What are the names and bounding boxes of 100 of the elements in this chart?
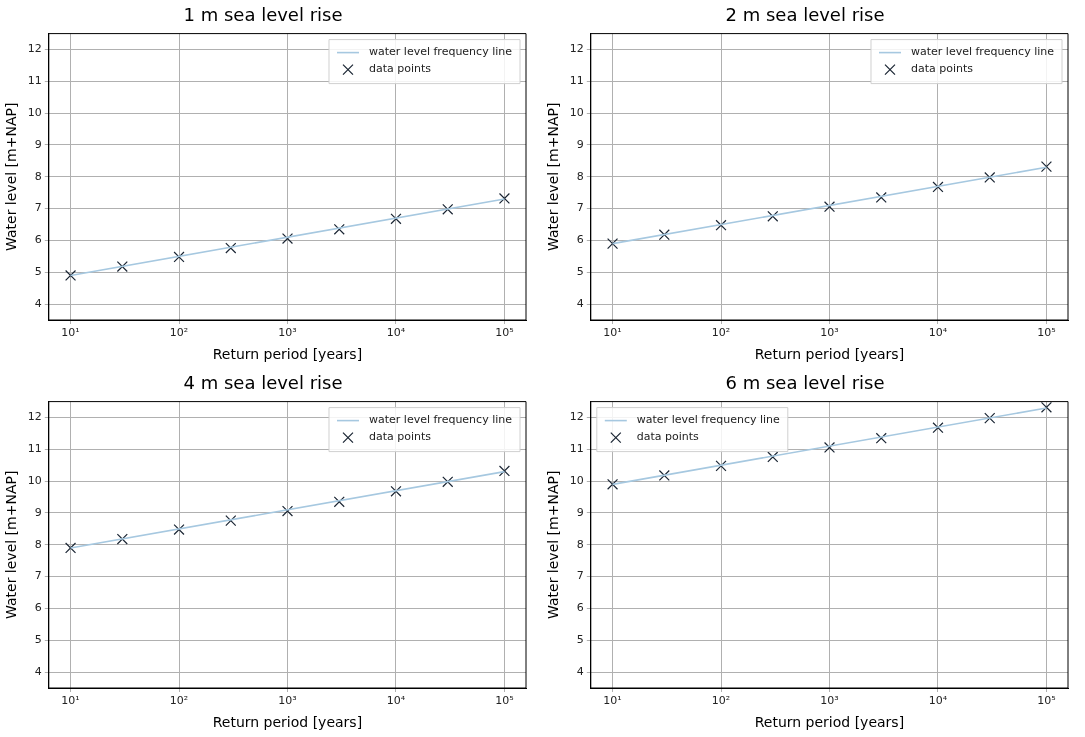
y-tick-label: 12 (27, 42, 42, 56)
x-tick-label: 10⁴ (928, 326, 948, 340)
y-tick-label: 6 (576, 233, 584, 247)
x-tick-label: 10¹ (603, 694, 622, 708)
chart-title: 2 m sea level rise (725, 4, 885, 26)
legend-label: data points (368, 430, 432, 444)
y-tick-label: 11 (27, 442, 42, 456)
legend-label: water level frequency line (368, 45, 513, 59)
point (932, 422, 944, 434)
chart-title: 4 m sea level rise (183, 372, 343, 394)
legend-label: data points (368, 62, 432, 76)
y-tick-label: 8 (576, 537, 584, 551)
point (984, 412, 996, 424)
y-tick-label: 11 (569, 442, 584, 456)
y-tick-label: 6 (34, 601, 42, 615)
x-tick-label: 10² (711, 326, 731, 340)
x-tick-label: 10⁵ (495, 694, 514, 708)
x-axis-title: Return period [years] (212, 714, 363, 731)
point (984, 171, 996, 183)
point (932, 181, 944, 193)
y-tick-label: 12 (27, 410, 42, 424)
point (442, 476, 454, 488)
x-tick-label: 10² (169, 694, 189, 708)
y-tick-label: 8 (34, 537, 42, 551)
legend-label: water level frequency line (910, 45, 1055, 59)
y-tick-label: 6 (34, 233, 42, 247)
y-tick-label: 7 (576, 569, 584, 583)
y-tick-label: 6 (576, 601, 584, 615)
y-tick-label: 4 (34, 296, 42, 310)
x-tick-label: 10⁵ (1037, 326, 1056, 340)
y-tick-label: 10 (27, 106, 42, 120)
y-tick-label: 7 (576, 201, 584, 215)
y-tick-label: 9 (576, 137, 584, 151)
y-tick-label: 4 (576, 296, 584, 310)
y-tick-label: 5 (576, 633, 584, 647)
point (281, 505, 294, 517)
point (607, 238, 619, 250)
point (65, 542, 77, 554)
x-tick-label: 10⁴ (386, 694, 406, 708)
x-tick-label: 10² (711, 694, 731, 708)
x-axis-title: Return period [years] (754, 714, 905, 731)
y-tick-label: 10 (27, 474, 42, 488)
y-tick-label: 11 (27, 74, 42, 88)
chart-title: 6 m sea level rise (725, 372, 885, 394)
x-axis-title: Return period [years] (212, 346, 363, 363)
point (1040, 401, 1052, 413)
x-tick-label: 10⁵ (1037, 694, 1056, 708)
legend-label: data points (636, 430, 700, 444)
x-tick-label: 10³ (820, 694, 839, 708)
point (390, 213, 402, 225)
point (442, 203, 454, 215)
x-axis-title: Return period [years] (754, 346, 905, 363)
point (1040, 161, 1052, 173)
y-tick-label: 12 (569, 410, 584, 424)
x-tick-label: 10³ (278, 694, 297, 708)
y-tick-label: 10 (569, 474, 584, 488)
x-tick-label: 10³ (278, 326, 297, 340)
y-tick-label: 8 (34, 169, 42, 183)
legend-label: water level frequency line (636, 413, 781, 427)
y-tick-label: 9 (34, 505, 42, 519)
y-tick-label: 4 (576, 664, 584, 678)
legend-label: water level frequency line (368, 413, 513, 427)
point (173, 251, 185, 263)
point (607, 478, 619, 490)
y-tick-label: 11 (569, 74, 584, 88)
y-tick-label: 9 (576, 505, 584, 519)
y-tick-label: 12 (569, 42, 584, 56)
x-tick-label: 10⁴ (386, 326, 406, 340)
point (715, 219, 727, 231)
y-tick-label: 4 (34, 664, 42, 678)
y-tick-label: 7 (34, 201, 42, 215)
y-axis-title: Water level [m+NAP] (3, 470, 20, 619)
point (823, 201, 836, 213)
x-tick-label: 10¹ (61, 326, 80, 340)
point (498, 465, 510, 477)
y-tick-label: 8 (576, 169, 584, 183)
point (65, 269, 77, 281)
x-tick-label: 10² (169, 326, 189, 340)
y-tick-label: 9 (34, 137, 42, 151)
x-tick-label: 10⁵ (495, 326, 514, 340)
point (498, 192, 510, 204)
point (823, 441, 836, 453)
y-tick-label: 5 (576, 265, 584, 279)
y-tick-label: 5 (34, 265, 42, 279)
y-axis-title: Water level [m+NAP] (545, 102, 562, 251)
chart-title: 1 m sea level rise (183, 4, 343, 26)
x-tick-label: 10¹ (603, 326, 622, 340)
point (281, 232, 294, 245)
y-tick-label: 10 (569, 106, 584, 120)
point (173, 523, 185, 536)
x-tick-label: 10³ (820, 326, 839, 340)
point (390, 485, 402, 497)
y-tick-label: 5 (34, 633, 42, 647)
x-tick-label: 10¹ (61, 694, 80, 708)
legend-label: data points (910, 62, 974, 76)
y-axis-title: Water level [m+NAP] (3, 102, 20, 251)
x-tick-label: 10⁴ (928, 694, 948, 708)
y-tick-label: 7 (34, 569, 42, 583)
point (715, 460, 727, 472)
y-axis-title: Water level [m+NAP] (545, 470, 562, 619)
